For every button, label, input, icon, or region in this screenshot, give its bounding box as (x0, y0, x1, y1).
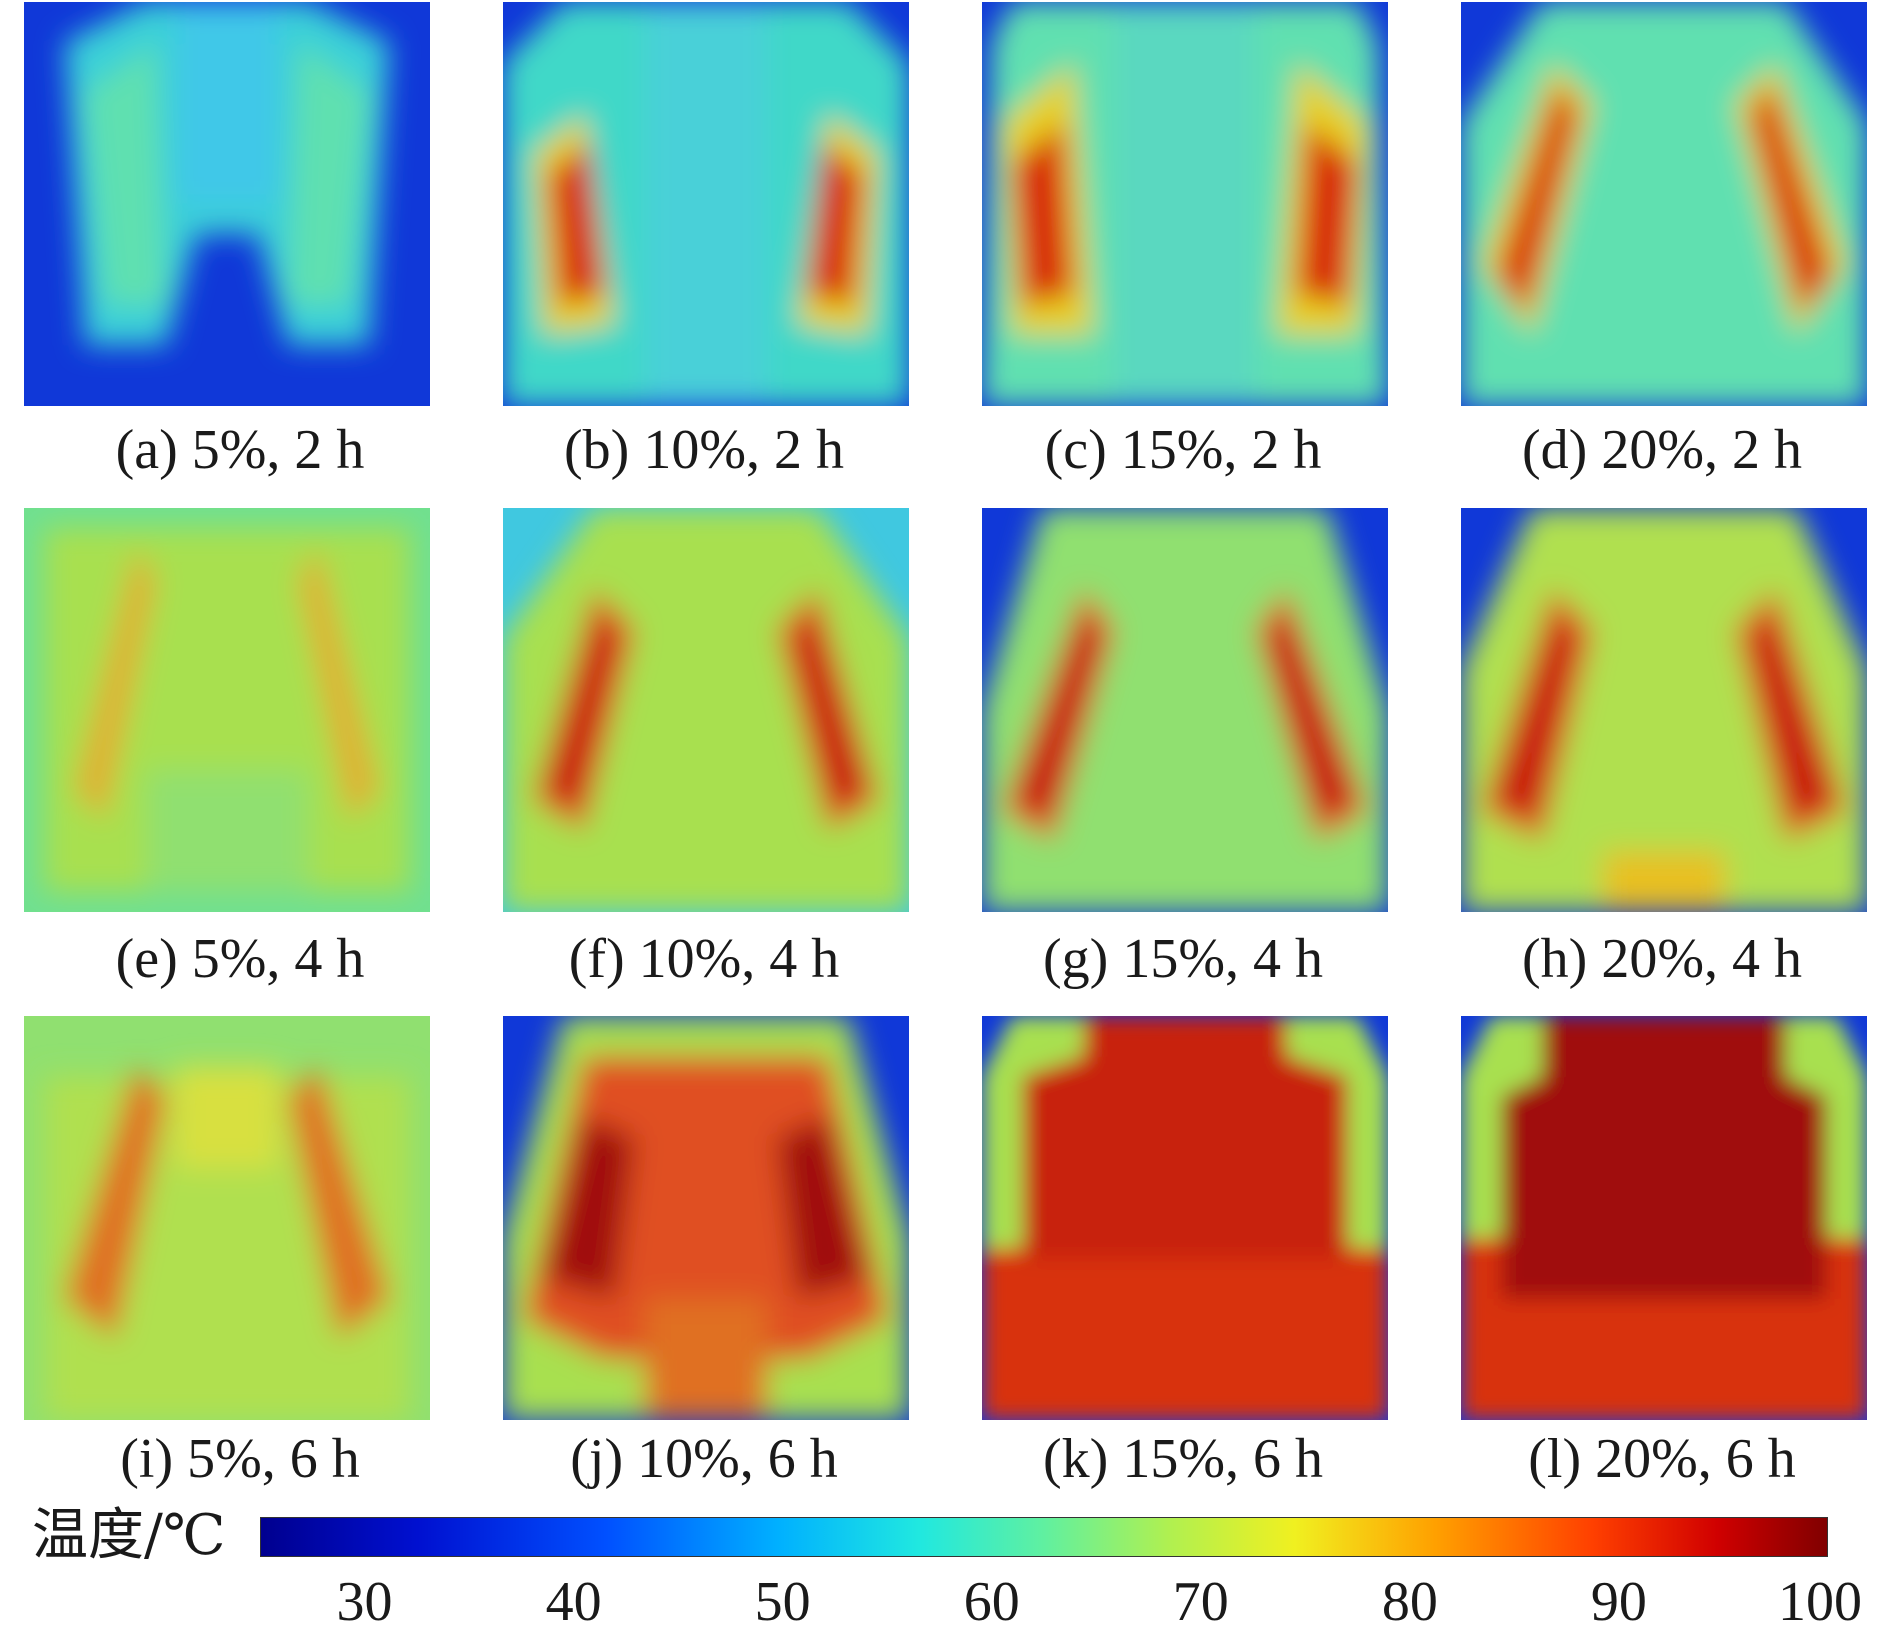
panel-caption-k: (k) 15%, 6 h (1043, 1428, 1323, 1490)
temperature-colorbar (260, 1517, 1828, 1557)
thermal-map-e (24, 508, 430, 912)
panel-caption-f: (f) 10%, 4 h (568, 928, 840, 990)
panel-caption-j: (j) 10%, 6 h (570, 1428, 838, 1490)
panel-caption-l: (l) 20%, 6 h (1528, 1428, 1796, 1490)
panel-caption-g: (g) 15%, 4 h (1043, 928, 1323, 990)
thermal-map-a (24, 2, 430, 406)
panel-caption-i: (i) 5%, 6 h (120, 1428, 360, 1490)
thermal-map-c (982, 2, 1388, 406)
colorbar-tick-label: 60 (963, 1571, 1020, 1633)
colorbar-tick-label: 100 (1778, 1571, 1862, 1633)
colorbar-tick-label: 30 (336, 1571, 393, 1633)
thermal-map-l (1461, 1016, 1867, 1420)
thermal-map-f (503, 508, 909, 912)
panel-caption-e: (e) 5%, 4 h (115, 928, 365, 990)
panel-caption-d: (d) 20%, 2 h (1522, 419, 1802, 481)
panel-caption-c: (c) 15%, 2 h (1044, 419, 1322, 481)
thermal-map-h (1461, 508, 1867, 912)
colorbar-tick-label: 50 (754, 1571, 811, 1633)
thermal-map-g (982, 508, 1388, 912)
colorbar-tick-label: 40 (545, 1571, 602, 1633)
panel-caption-h: (h) 20%, 4 h (1522, 928, 1802, 990)
panel-caption-b: (b) 10%, 2 h (564, 419, 844, 481)
thermal-map-i (24, 1016, 430, 1420)
thermal-map-b (503, 2, 909, 406)
thermal-map-k (982, 1016, 1388, 1420)
colorbar-tick-label: 80 (1381, 1571, 1438, 1633)
thermal-map-j (503, 1016, 909, 1420)
colorbar-label: 温度/℃ (32, 1503, 226, 1568)
panel-caption-a: (a) 5%, 2 h (115, 419, 365, 481)
thermal-map-d (1461, 2, 1867, 406)
colorbar-tick-label: 90 (1590, 1571, 1647, 1633)
colorbar-tick-label: 70 (1172, 1571, 1229, 1633)
